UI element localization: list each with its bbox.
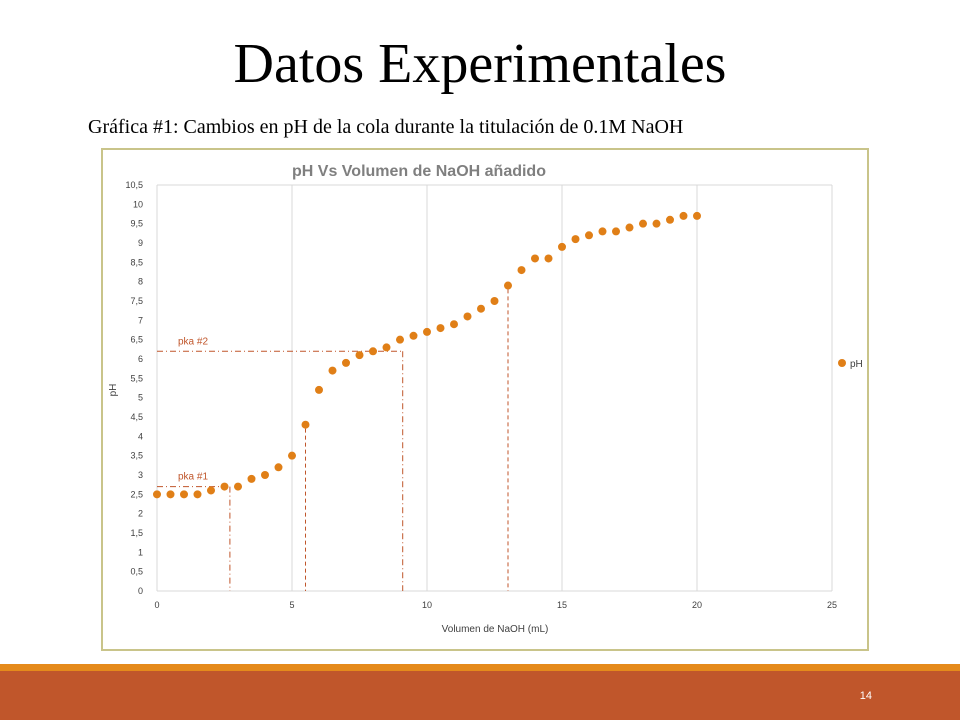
data-point bbox=[558, 242, 566, 251]
chart-frame bbox=[101, 148, 869, 651]
slide-subtitle: Gráfica #1: Cambios en pH de la cola dur… bbox=[88, 116, 684, 138]
data-point bbox=[544, 254, 553, 263]
legend-marker bbox=[838, 359, 846, 367]
data-point bbox=[193, 490, 202, 499]
x-tick-label: 10 bbox=[422, 600, 432, 610]
y-tick-label: 1,5 bbox=[130, 528, 143, 538]
y-tick-label: 6,5 bbox=[130, 335, 143, 345]
y-tick-label: 8,5 bbox=[130, 257, 143, 267]
x-tick-label: 5 bbox=[289, 600, 294, 610]
y-tick-label: 10,5 bbox=[125, 180, 143, 190]
data-point bbox=[153, 490, 161, 499]
y-tick-label: 9 bbox=[138, 238, 143, 248]
y-tick-label: 7 bbox=[138, 315, 143, 325]
reference-lines: pka #1 pka #2 bbox=[157, 289, 509, 591]
y-tick-label: 5,5 bbox=[130, 373, 143, 383]
chart-title: pH Vs Volumen de NaOH añadido bbox=[292, 163, 546, 180]
data-point bbox=[463, 312, 472, 321]
data-point bbox=[328, 366, 337, 375]
y-tick-label: 4 bbox=[138, 431, 143, 441]
data-point bbox=[234, 482, 242, 491]
data-point bbox=[274, 463, 283, 472]
legend-label: pH bbox=[850, 359, 863, 370]
ph-titration-chart: pH Vs Volumen de NaOH añadido pka #1pka … bbox=[108, 163, 863, 635]
data-point bbox=[315, 385, 323, 394]
data-point bbox=[490, 297, 499, 305]
pka-label: pka #1 bbox=[178, 472, 208, 483]
y-tick-label: 8 bbox=[138, 277, 143, 287]
data-point bbox=[288, 451, 296, 460]
data-point bbox=[504, 281, 512, 290]
data-point bbox=[207, 486, 215, 495]
data-point bbox=[517, 266, 526, 275]
y-tick-label: 6 bbox=[138, 354, 143, 364]
x-axis-label: Volumen de NaOH (mL) bbox=[442, 624, 549, 635]
data-point bbox=[666, 215, 674, 224]
data-point bbox=[585, 231, 593, 240]
y-tick-label: 7,5 bbox=[130, 296, 143, 306]
data-point bbox=[639, 219, 647, 228]
data-point bbox=[396, 335, 404, 344]
page-number: 14 bbox=[859, 690, 872, 702]
data-point bbox=[423, 327, 431, 336]
data-point bbox=[679, 211, 688, 220]
y-tick-label: 4,5 bbox=[130, 412, 143, 422]
data-point bbox=[301, 420, 310, 429]
data-point bbox=[355, 351, 364, 360]
x-tick-label: 15 bbox=[557, 600, 567, 610]
y-tick-label: 5 bbox=[138, 393, 143, 403]
y-tick-label: 2 bbox=[138, 509, 143, 519]
y-tick-label: 1 bbox=[138, 547, 143, 557]
y-tick-label: 10 bbox=[133, 199, 143, 209]
pka-label: pka #2 bbox=[178, 336, 208, 347]
data-point bbox=[652, 219, 661, 228]
chart-grid bbox=[156, 184, 833, 592]
x-tick-label: 0 bbox=[154, 600, 159, 610]
x-tick-label: 25 bbox=[827, 600, 837, 610]
data-points bbox=[153, 211, 701, 499]
y-tick-label: 9,5 bbox=[130, 219, 143, 229]
y-tick-label: 0,5 bbox=[130, 567, 143, 577]
data-point bbox=[477, 304, 485, 313]
data-point bbox=[342, 358, 350, 367]
y-tick-label: 2,5 bbox=[130, 489, 143, 499]
footer-bar bbox=[0, 671, 960, 720]
data-point bbox=[261, 471, 269, 479]
data-point bbox=[625, 223, 634, 232]
data-point bbox=[598, 227, 607, 236]
data-point bbox=[436, 324, 445, 333]
y-tick-label: 0 bbox=[138, 586, 143, 596]
data-point bbox=[612, 227, 620, 236]
data-point bbox=[531, 254, 539, 263]
data-point bbox=[247, 474, 256, 483]
data-point bbox=[220, 482, 229, 491]
data-point bbox=[571, 235, 580, 244]
legend: pH bbox=[838, 359, 863, 370]
data-point bbox=[180, 490, 188, 499]
data-point bbox=[369, 347, 377, 356]
data-point bbox=[409, 331, 418, 340]
data-point bbox=[693, 211, 701, 220]
slide-title: Datos Experimentales bbox=[233, 33, 727, 95]
footer-accent-stripe bbox=[0, 664, 960, 671]
y-axis-label: pH bbox=[108, 384, 119, 397]
x-tick-label: 20 bbox=[692, 600, 702, 610]
data-point bbox=[166, 490, 175, 499]
data-point bbox=[382, 343, 391, 352]
axis-ticks: 0 5 10 15 20 25 0 0,5 1 1,5 2 2,5 3 3,5 4 4,5 5 5,5 6 6,5 7 7… bbox=[125, 180, 837, 610]
y-tick-label: 3 bbox=[138, 470, 143, 480]
data-point bbox=[450, 320, 458, 329]
y-tick-label: 3,5 bbox=[130, 451, 143, 461]
